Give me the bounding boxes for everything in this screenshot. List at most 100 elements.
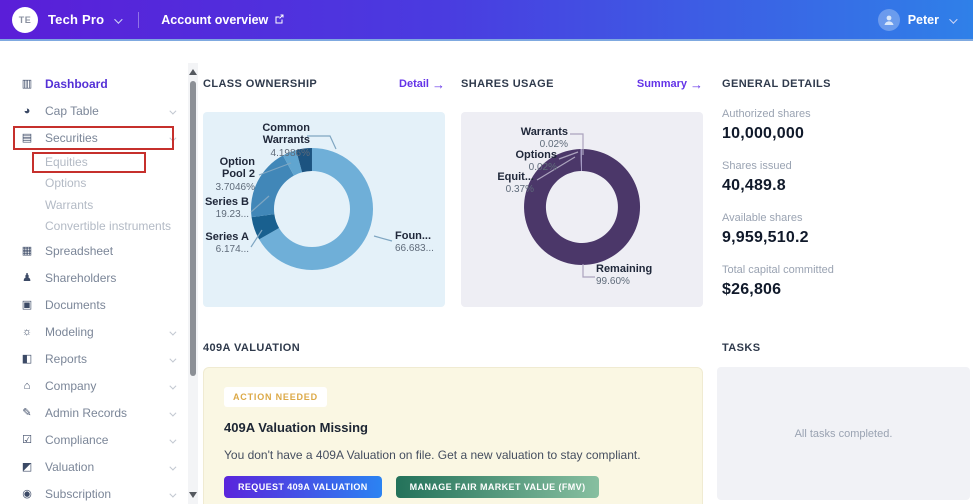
compliance-icon: ☑ xyxy=(22,434,32,446)
class-ownership-chart: Common Warrants 4.1986% Option Pool 2 3.… xyxy=(203,112,445,307)
segment-label-remaining: Remaining 99.60% xyxy=(596,263,653,288)
sidebar-item-compliance[interactable]: ☑ Compliance xyxy=(0,426,190,453)
label-leader-line xyxy=(536,156,576,181)
segment-label-option-pool-2: Option Pool 2 3.7046% xyxy=(215,156,255,193)
segment-label-equities: Equit... 0.37% xyxy=(497,171,534,196)
sidebar-item-modeling[interactable]: ☼ Modeling xyxy=(0,318,190,345)
arrow-right-icon: → xyxy=(432,76,445,92)
cap-table-icon: ◕ xyxy=(23,104,31,117)
scrollbar-down-arrow[interactable] xyxy=(189,492,197,498)
user-name: Peter xyxy=(907,12,939,27)
sidebar-item-shareholders[interactable]: ♟ Shareholders xyxy=(0,264,190,291)
sidebar-item-valuation[interactable]: ◩ Valuation xyxy=(0,453,190,480)
admin-records-icon: ✎ xyxy=(22,407,32,419)
chevron-down-icon xyxy=(169,325,177,339)
sidebar-item-convertible-instruments[interactable]: Convertible instruments xyxy=(0,216,190,238)
stat-total-capital-committed: Total capital committed $26,806 xyxy=(722,264,834,298)
label-leader-line xyxy=(570,133,584,155)
subscription-icon: ◉ xyxy=(22,488,32,500)
sidebar-item-options[interactable]: Options xyxy=(0,173,190,195)
sidebar-item-label: Options xyxy=(45,176,87,191)
company-avatar: TE xyxy=(12,6,38,33)
sidebar-item-label: Warrants xyxy=(45,197,94,212)
sidebar-item-label: Modeling xyxy=(45,324,94,339)
shares-usage-title: SHARES USAGE xyxy=(461,78,554,90)
sidebar-item-label: Company xyxy=(45,378,97,393)
chevron-down-icon xyxy=(169,352,177,366)
segment-label-series-a: Series A 6.174... xyxy=(205,231,249,256)
class-ownership-title: CLASS OWNERSHIP xyxy=(203,78,318,90)
securities-icon: ▤ xyxy=(21,132,33,144)
external-link-icon xyxy=(274,13,285,27)
chevron-down-icon xyxy=(169,487,177,501)
sidebar-item-reports[interactable]: ◧ Reports xyxy=(0,345,190,372)
segment-label-warrants: Warrants 0.02% xyxy=(520,126,568,151)
sidebar-item-label: Equities xyxy=(45,154,88,169)
manage-fmv-button[interactable]: MANAGE FAIR MARKET VALUE (FMV) xyxy=(395,476,600,498)
reports-icon: ◧ xyxy=(21,353,33,365)
chevron-down-icon xyxy=(169,460,177,474)
sidebar-item-subscription[interactable]: ◉ Subscription xyxy=(0,480,190,504)
sidebar-item-label: Securities xyxy=(45,130,98,145)
chevron-down-icon xyxy=(949,11,958,29)
scrollbar-up-arrow[interactable] xyxy=(189,69,197,75)
action-needed-badge: ACTION NEEDED xyxy=(224,387,327,407)
label-leader-line xyxy=(373,235,393,242)
sidebar-item-label: Dashboard xyxy=(45,76,108,91)
sidebar-item-label: Valuation xyxy=(45,459,95,474)
segment-label-founders: Foun... 66.683... xyxy=(395,230,434,255)
sidebar-item-label: Shareholders xyxy=(45,270,117,285)
sidebar-item-label: Spreadsheet xyxy=(45,243,114,258)
sidebar-item-warrants[interactable]: Warrants xyxy=(0,194,190,216)
sidebar-scrollbar[interactable] xyxy=(188,63,198,504)
modeling-icon: ☼ xyxy=(21,325,33,338)
label-leader-line xyxy=(250,195,270,213)
donut-chart-svg xyxy=(524,133,641,278)
sidebar-item-label: Compliance xyxy=(45,432,109,447)
donut-segment-series-a xyxy=(251,214,280,240)
company-switcher[interactable]: Tech Pro xyxy=(48,11,123,29)
sidebar-item-securities[interactable]: ▤ Securities xyxy=(0,124,190,151)
top-navbar: TE Tech Pro Account overview Peter xyxy=(0,0,973,41)
label-leader-line xyxy=(558,151,579,160)
donut-segment-option-pool-2 xyxy=(282,150,303,176)
donut-segment-equities xyxy=(580,149,582,172)
scrollbar-thumb[interactable] xyxy=(190,81,196,376)
sidebar-item-dashboard[interactable]: ▥ Dashboard xyxy=(0,70,190,97)
valuation-icon: ◩ xyxy=(21,461,33,473)
segment-label-common-warrants: Common Warrants 4.1986% xyxy=(262,122,310,159)
request-409a-valuation-button[interactable]: REQUEST 409A VALUATION xyxy=(224,476,382,498)
documents-icon: ▣ xyxy=(21,299,33,311)
sidebar-item-label: Reports xyxy=(45,351,88,366)
company-icon: ⌂ xyxy=(23,379,31,392)
label-leader-line xyxy=(250,229,263,248)
sidebar-item-equities[interactable]: Equities xyxy=(0,151,190,173)
donut-segment-common-warrants xyxy=(296,148,312,173)
chevron-down-icon xyxy=(169,379,177,393)
general-details-panel: Authorized shares 10,000,000 Shares issu… xyxy=(722,108,962,316)
user-menu[interactable]: Peter xyxy=(877,8,973,31)
donut-segment-remaining xyxy=(524,148,641,265)
segment-label-options: Options 0.02% xyxy=(515,149,557,174)
label-leader-line xyxy=(307,135,337,150)
class-ownership-detail-link[interactable]: Detail → xyxy=(399,76,445,92)
shares-usage-summary-link[interactable]: Summary → xyxy=(636,76,703,92)
account-overview-link[interactable]: Account overview xyxy=(161,13,285,27)
sidebar-nav: ▥ Dashboard ◕ Cap Table ▤ Securities Equities O… xyxy=(0,43,190,504)
dashboard-icon: ▥ xyxy=(21,78,33,90)
navbar-divider xyxy=(138,11,140,28)
chevron-down-icon xyxy=(169,433,177,447)
company-name: Tech Pro xyxy=(48,12,105,27)
stat-shares-issued: Shares issued 40,489.8 xyxy=(722,160,792,194)
sidebar-item-label: Documents xyxy=(45,297,106,312)
sidebar-item-cap-table[interactable]: ◕ Cap Table xyxy=(0,97,190,124)
tasks-panel: All tasks completed. xyxy=(717,367,970,500)
spreadsheet-icon: ▦ xyxy=(21,245,33,257)
sidebar-item-admin-records[interactable]: ✎ Admin Records xyxy=(0,399,190,426)
donut-segment-founders xyxy=(259,148,374,270)
sidebar-item-spreadsheet[interactable]: ▦ Spreadsheet xyxy=(0,237,190,264)
sidebar-item-documents[interactable]: ▣ Documents xyxy=(0,291,190,318)
sidebar-item-company[interactable]: ⌂ Company xyxy=(0,372,190,399)
stat-available-shares: Available shares 9,959,510.2 xyxy=(722,212,809,246)
